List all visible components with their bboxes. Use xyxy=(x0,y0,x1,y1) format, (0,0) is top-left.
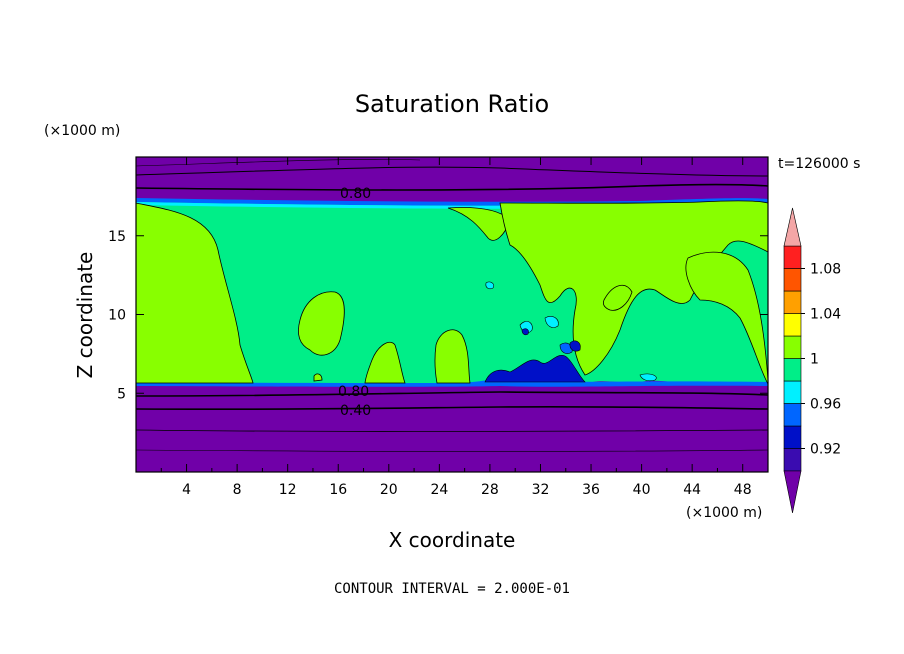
x-tick-label: 44 xyxy=(683,482,701,498)
colorbar: 1.08 1.04 1 0.96 0.92 xyxy=(783,207,841,514)
y-axis-label: Z coordinate xyxy=(73,252,97,379)
x-tick-label: 8 xyxy=(233,482,242,498)
contour-interval-footer: CONTOUR INTERVAL = 2.000E-01 xyxy=(334,581,570,597)
z-unit-label: (×1000 m) xyxy=(44,123,120,139)
contour-label-mid: 0.80 xyxy=(338,384,369,400)
x-tick-label: 16 xyxy=(329,482,347,498)
colorbar-label: 1.04 xyxy=(810,307,841,323)
x-tick-label: 4 xyxy=(182,482,191,498)
supersaturated-patches xyxy=(135,200,769,386)
time-label: t=126000 s xyxy=(778,156,860,172)
x-tick-label: 20 xyxy=(380,482,398,498)
colorbar-label: 0.96 xyxy=(810,397,841,413)
x-tick-label: 12 xyxy=(279,482,297,498)
y-tick-label: 5 xyxy=(117,386,126,402)
chart-title: Saturation Ratio xyxy=(355,90,549,118)
x-tick-label: 40 xyxy=(633,482,651,498)
contour-label-top: 0.80 xyxy=(340,186,371,202)
x-axis-ticks: 4 8 12 16 20 24 28 32 36 40 44 48 xyxy=(160,157,752,498)
colorbar-bin xyxy=(783,358,802,382)
x-tick-label: 36 xyxy=(582,482,600,498)
colorbar-label: 1.08 xyxy=(810,262,841,278)
colorbar-over-triangle xyxy=(783,207,802,247)
colorbar-bin xyxy=(783,290,802,314)
x-tick-label: 28 xyxy=(481,482,499,498)
colorbar-bin xyxy=(783,335,802,359)
colorbar-label: 1 xyxy=(810,352,819,368)
contour-field: 0.80 0.80 0.40 xyxy=(135,156,769,473)
colorbar-bin xyxy=(783,403,802,427)
colorbar-label: 0.92 xyxy=(810,442,841,458)
contour-label-low: 0.40 xyxy=(340,403,371,419)
colorbar-bin xyxy=(783,425,802,449)
isolines xyxy=(135,159,769,452)
colorbar-under-triangle xyxy=(783,470,802,514)
colorbar-bin xyxy=(783,313,802,337)
x-tick-label: 32 xyxy=(532,482,550,498)
colorbar-bin xyxy=(783,268,802,292)
subsaturated-patches xyxy=(484,281,657,383)
x-tick-label: 24 xyxy=(430,482,448,498)
y-tick-label: 10 xyxy=(108,308,126,324)
colorbar-bin xyxy=(783,448,802,472)
colorbar-bin xyxy=(783,245,802,269)
x-axis-label: X coordinate xyxy=(389,528,516,552)
y-tick-label: 15 xyxy=(108,229,126,245)
y-axis-ticks: 5 10 15 xyxy=(108,229,768,402)
x-unit-label: (×1000 m) xyxy=(686,505,762,521)
colorbar-bin xyxy=(783,380,802,404)
x-tick-label: 48 xyxy=(734,482,752,498)
